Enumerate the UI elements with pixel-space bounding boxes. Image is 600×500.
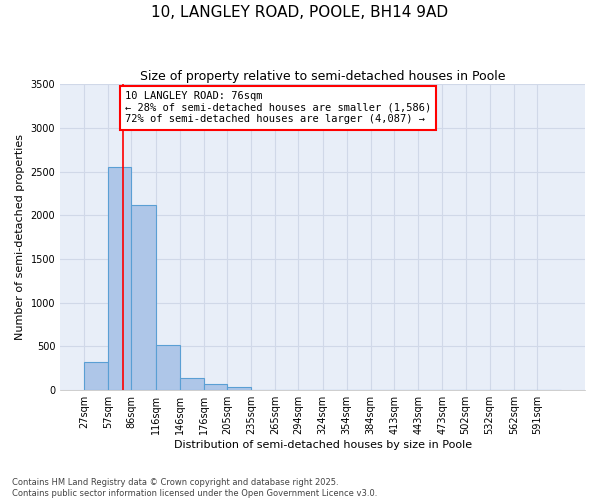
Bar [179,378,204,390]
X-axis label: Distribution of semi-detached houses by size in Poole: Distribution of semi-detached houses by … [173,440,472,450]
Text: 10 LANGLEY ROAD: 76sqm
← 28% of semi-detached houses are smaller (1,586)
72% of : 10 LANGLEY ROAD: 76sqm ← 28% of semi-det… [125,91,431,124]
Title: Size of property relative to semi-detached houses in Poole: Size of property relative to semi-detach… [140,70,505,83]
Bar [155,344,179,390]
Bar [108,167,131,390]
Y-axis label: Number of semi-detached properties: Number of semi-detached properties [15,134,25,340]
Bar [84,362,108,390]
Text: 10, LANGLEY ROAD, POOLE, BH14 9AD: 10, LANGLEY ROAD, POOLE, BH14 9AD [151,5,449,20]
Bar [131,205,155,390]
Bar [227,386,251,390]
Text: Contains HM Land Registry data © Crown copyright and database right 2025.
Contai: Contains HM Land Registry data © Crown c… [12,478,377,498]
Bar [204,384,227,390]
